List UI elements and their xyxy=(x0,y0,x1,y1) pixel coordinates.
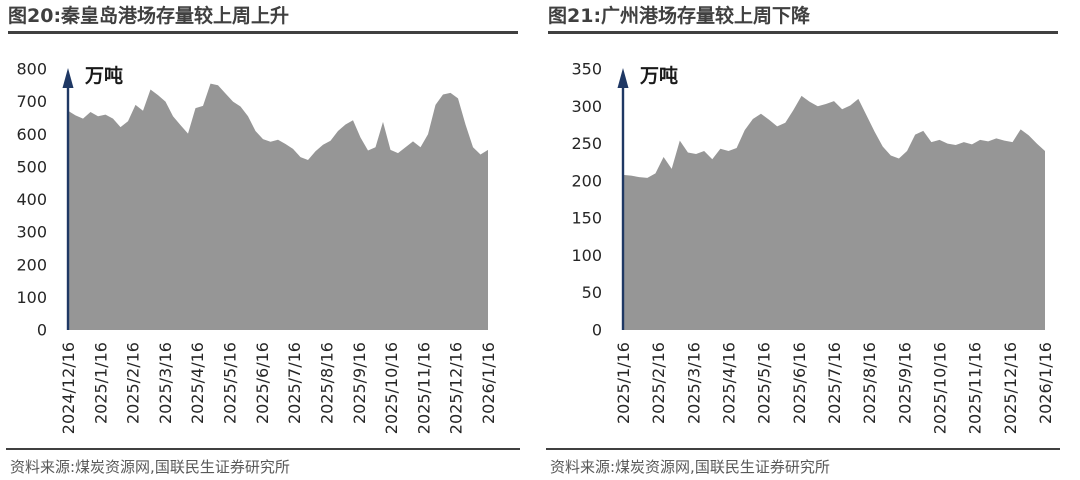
area-series xyxy=(623,95,1045,330)
x-tick-label: 2025/2/16 xyxy=(124,342,143,424)
x-tick-label: 2025/11/16 xyxy=(966,342,985,434)
x-tick-label: 2025/5/16 xyxy=(755,342,774,424)
y-tick-label: 350 xyxy=(571,60,602,79)
y-tick-label: 500 xyxy=(16,157,47,176)
y-axis-unit-label: 万吨 xyxy=(639,64,678,87)
figure-21-header: 图21:广州港场存量较上周下降 xyxy=(548,5,1058,34)
figure-20-title: 图20:秦皇岛港场存量较上周上升 xyxy=(8,5,290,27)
y-tick-label: 800 xyxy=(16,60,47,79)
y-tick-label: 200 xyxy=(571,171,602,190)
y-axis-arrow-icon xyxy=(617,68,629,88)
x-tick-label: 2025/9/16 xyxy=(895,342,914,424)
y-axis-unit-label: 万吨 xyxy=(84,64,123,87)
y-tick-label: 150 xyxy=(571,209,602,228)
x-tick-label: 2025/6/16 xyxy=(253,342,272,424)
y-tick-label: 250 xyxy=(571,134,602,153)
figure-20-footer: 资料来源:煤炭资源网,国联民生证券研究所 xyxy=(6,448,520,477)
x-tick-label: 2025/10/16 xyxy=(931,342,950,434)
y-tick-label: 100 xyxy=(16,288,47,307)
x-tick-label: 2026/1/16 xyxy=(1036,342,1055,424)
figure-21: 图21:广州港场存量较上周下降 0 50 100 150 200 250 300 350 202… xyxy=(540,0,1080,480)
y-tick-label: 0 xyxy=(592,321,602,340)
x-tick-label: 2025/7/16 xyxy=(285,342,304,424)
x-tick-label: 2026/1/16 xyxy=(479,342,498,424)
figure-20: 图20:秦皇岛港场存量较上周上升 0 100 200 300 400 500 600 700 8… xyxy=(6,5,520,477)
figure-20-header: 图20:秦皇岛港场存量较上周上升 xyxy=(8,5,518,34)
y-tick-label: 100 xyxy=(571,246,602,265)
x-tick-label: 2025/1/16 xyxy=(91,342,110,424)
qinhuangdao-inventory-area-chart: 0 100 200 300 400 500 600 700 800 2024/12/16 2025/… xyxy=(16,60,498,435)
y-tick-label: 50 xyxy=(582,283,602,302)
x-tick-label: 2025/8/16 xyxy=(860,342,879,424)
guangzhou-inventory-area-chart: 0 50 100 150 200 250 300 350 2025/1/16 2025/2/16 2… xyxy=(571,60,1055,435)
x-tick-label: 2025/10/16 xyxy=(382,342,401,434)
y-tick-label: 600 xyxy=(16,125,47,144)
y-tick-label: 300 xyxy=(16,223,47,242)
x-tick-label: 2025/1/16 xyxy=(614,342,633,424)
x-tick-label: 2025/2/16 xyxy=(649,342,668,424)
x-tick-label: 2025/9/16 xyxy=(350,342,369,424)
x-tick-label: 2025/8/16 xyxy=(318,342,337,424)
figure-20-source: 资料来源:煤炭资源网,国联民生证券研究所 xyxy=(10,458,290,476)
x-tick-label: 2024/12/16 xyxy=(59,342,78,434)
x-tick-label: 2025/3/16 xyxy=(156,342,175,424)
x-tick-label: 2025/7/16 xyxy=(825,342,844,424)
y-tick-label: 200 xyxy=(16,255,47,274)
x-tick-label: 2025/4/16 xyxy=(188,342,207,424)
x-tick-label: 2025/5/16 xyxy=(221,342,240,424)
figure-21-title: 图21:广州港场存量较上周下降 xyxy=(548,5,811,27)
y-axis-arrow-icon xyxy=(62,68,74,88)
x-tick-label: 2025/4/16 xyxy=(720,342,739,424)
figure-21-source: 资料来源:煤炭资源网,国联民生证券研究所 xyxy=(550,458,830,476)
y-tick-label: 400 xyxy=(16,190,47,209)
x-tick-label: 2025/11/16 xyxy=(414,342,433,434)
x-tick-label: 2025/12/16 xyxy=(1001,342,1020,434)
x-tick-label: 2025/6/16 xyxy=(790,342,809,424)
area-series xyxy=(68,83,488,331)
y-tick-label: 0 xyxy=(37,321,47,340)
x-tick-label: 2025/12/16 xyxy=(447,342,466,434)
y-tick-label: 300 xyxy=(571,97,602,116)
x-tick-label: 2025/3/16 xyxy=(684,342,703,424)
y-tick-label: 700 xyxy=(16,92,47,111)
figure-21-footer: 资料来源:煤炭资源网,国联民生证券研究所 xyxy=(546,448,1060,477)
